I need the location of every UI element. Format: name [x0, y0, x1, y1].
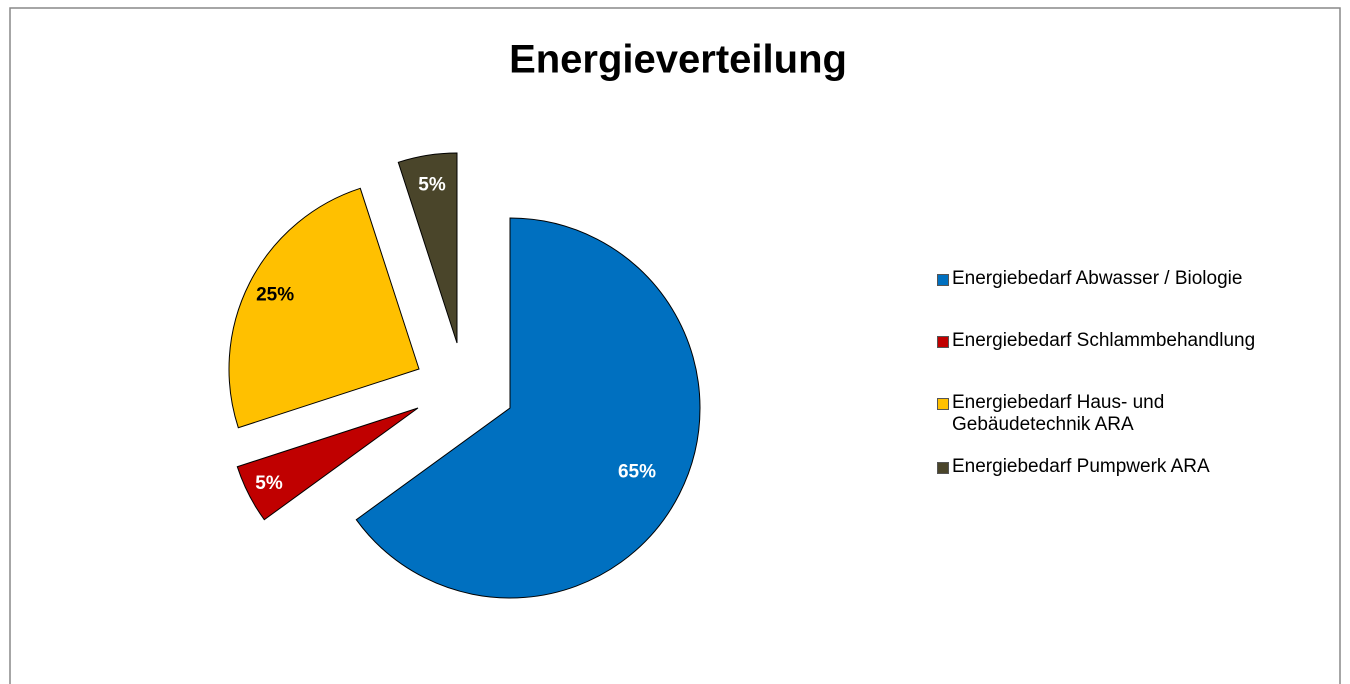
pie-slice — [236, 407, 419, 521]
legend-swatch — [937, 336, 949, 348]
legend-label: Energiebedarf Abwasser / Biologie — [952, 268, 1243, 289]
legend-label: Energiebedarf Schlammbehandlung — [952, 330, 1256, 351]
data-label: 25% — [256, 285, 294, 306]
legend-label: Energiebedarf Haus- und Gebäudetechnik A… — [952, 392, 1165, 435]
legend-item: Energiebedarf Haus- und Gebäudetechnik A… — [934, 392, 1242, 436]
frame — [9, 7, 1341, 684]
pie-slice — [228, 187, 420, 429]
data-label: 65% — [618, 462, 656, 483]
legend-item: Energiebedarf Abwasser / Biologie — [934, 268, 1334, 290]
pie-slice — [397, 152, 458, 344]
data-label: 5% — [418, 174, 446, 195]
legend-swatch — [937, 398, 949, 410]
pie-slice — [355, 217, 701, 599]
legend-swatch — [937, 462, 949, 474]
legend-label: Energiebedarf Pumpwerk ARA — [952, 456, 1210, 477]
legend-swatch — [937, 274, 949, 286]
legend: Energiebedarf Abwasser / Biologie Energie… — [934, 268, 1334, 518]
legend-item: Energiebedarf Pumpwerk ARA — [934, 456, 1334, 478]
data-label: 5% — [255, 473, 283, 494]
legend-item: Energiebedarf Schlammbehandlung — [934, 330, 1334, 352]
chart-title: Energieverteilung — [509, 38, 847, 82]
